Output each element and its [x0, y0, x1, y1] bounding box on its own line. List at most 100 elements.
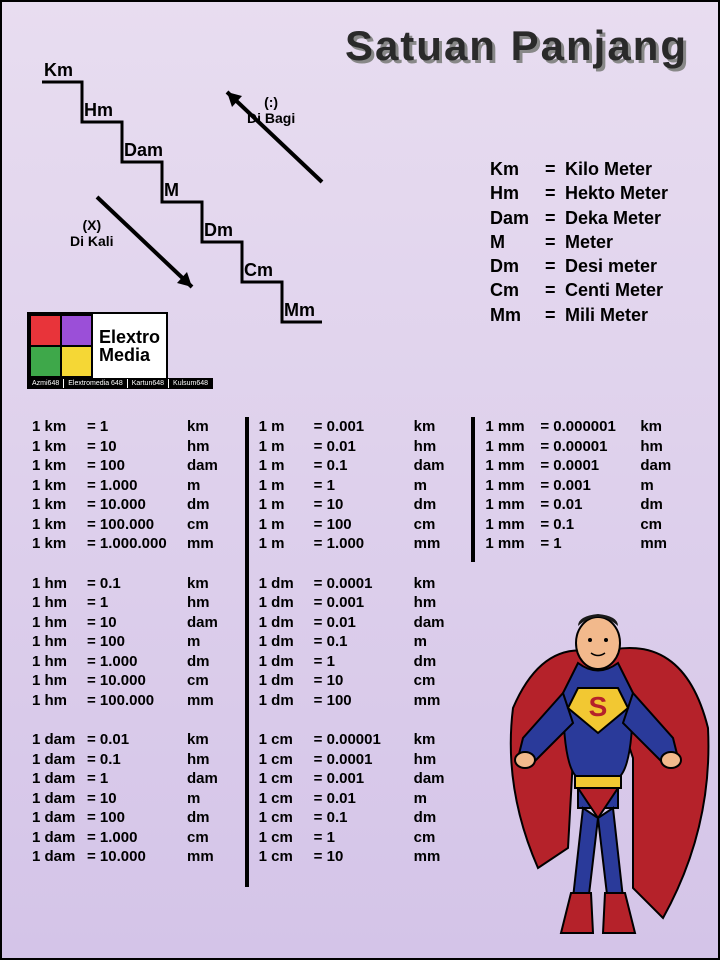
- to-unit: dm: [414, 808, 454, 828]
- conversion-row: 1 dm= 0.01dam: [259, 613, 462, 633]
- to-unit: m: [187, 632, 227, 652]
- conversion-row: 1 m= 1m: [259, 476, 462, 496]
- from-unit: 1 dm: [259, 574, 314, 594]
- from-unit: 1 km: [32, 456, 87, 476]
- conversion-row: 1 km= 100.000cm: [32, 515, 235, 535]
- conversion-row: 1 cm= 0.0001hm: [259, 750, 462, 770]
- equals-sign: =: [545, 206, 565, 230]
- arrow-up-symbol: (:): [247, 94, 295, 110]
- conversion-row: 1 cm= 10mm: [259, 847, 462, 867]
- to-unit: m: [414, 789, 454, 809]
- page-title: Satuan Panjang: [345, 22, 688, 70]
- conversion-value: = 0.0001: [314, 750, 414, 770]
- conversion-row: 1 m= 0.001km: [259, 417, 462, 437]
- from-unit: 1 hm: [32, 593, 87, 613]
- from-unit: 1 hm: [32, 632, 87, 652]
- credit-item: Elextromedia 648: [64, 379, 127, 388]
- conversion-row: 1 m= 0.01hm: [259, 437, 462, 457]
- to-unit: km: [414, 574, 454, 594]
- conversion-row: 1 m= 1.000mm: [259, 534, 462, 554]
- to-unit: cm: [187, 515, 227, 535]
- from-unit: 1 cm: [259, 828, 314, 848]
- to-unit: dm: [187, 495, 227, 515]
- to-unit: m: [414, 476, 454, 496]
- conversion-value: = 10: [314, 847, 414, 867]
- from-unit: 1 mm: [485, 495, 540, 515]
- conversion-value: = 0.00001: [540, 437, 640, 457]
- conversion-row: 1 hm= 1.000dm: [32, 652, 235, 672]
- conversion-row: 1 m= 10dm: [259, 495, 462, 515]
- to-unit: km: [414, 417, 454, 437]
- from-unit: 1 m: [259, 495, 314, 515]
- from-unit: 1 dm: [259, 593, 314, 613]
- conversion-block: 1 dm= 0.0001km1 dm= 0.001hm1 dm= 0.01dam…: [259, 574, 462, 711]
- brand-credits: Azmi648Elextromedia 648Kartun648Kulsum64…: [27, 378, 213, 389]
- conversion-row: 1 dam= 1dam: [32, 769, 235, 789]
- conversion-row: 1 dam= 10.000mm: [32, 847, 235, 867]
- conversion-row: 1 hm= 0.1km: [32, 574, 235, 594]
- conversion-row: 1 km= 1.000m: [32, 476, 235, 496]
- conversion-row: 1 dam= 100dm: [32, 808, 235, 828]
- legend-abbr: Cm: [490, 278, 545, 302]
- conversion-row: 1 hm= 100.000mm: [32, 691, 235, 711]
- from-unit: 1 km: [32, 534, 87, 554]
- from-unit: 1 km: [32, 437, 87, 457]
- from-unit: 1 hm: [32, 691, 87, 711]
- to-unit: m: [187, 476, 227, 496]
- conversion-row: 1 cm= 0.1dm: [259, 808, 462, 828]
- to-unit: dam: [414, 456, 454, 476]
- equals-sign: =: [545, 181, 565, 205]
- conversion-value: = 1.000: [87, 828, 187, 848]
- equals-sign: =: [545, 303, 565, 327]
- from-unit: 1 cm: [259, 789, 314, 809]
- logo-cell: [62, 316, 91, 345]
- conversion-row: 1 mm= 0.00001hm: [485, 437, 688, 457]
- to-unit: hm: [187, 437, 227, 457]
- conversion-value: = 100.000: [87, 515, 187, 535]
- to-unit: dam: [414, 613, 454, 633]
- conversion-value: = 100.000: [87, 691, 187, 711]
- conversion-value: = 0.000001: [540, 417, 640, 437]
- conversion-row: 1 dm= 1dm: [259, 652, 462, 672]
- to-unit: mm: [414, 691, 454, 711]
- from-unit: 1 m: [259, 437, 314, 457]
- conversion-value: = 1.000: [87, 652, 187, 672]
- to-unit: cm: [187, 828, 227, 848]
- to-unit: hm: [414, 750, 454, 770]
- to-unit: cm: [187, 671, 227, 691]
- to-unit: dm: [187, 652, 227, 672]
- conversion-value: = 1.000: [314, 534, 414, 554]
- legend-abbr: Dam: [490, 206, 545, 230]
- conversion-row: 1 dam= 0.1hm: [32, 750, 235, 770]
- conversion-row: 1 cm= 1cm: [259, 828, 462, 848]
- conversion-value: = 0.01: [314, 789, 414, 809]
- conversion-row: 1 km= 1.000.000mm: [32, 534, 235, 554]
- credit-item: Kulsum648: [169, 379, 212, 388]
- conversion-value: = 0.1: [87, 750, 187, 770]
- to-unit: dm: [187, 808, 227, 828]
- to-unit: hm: [187, 593, 227, 613]
- equals-sign: =: [545, 230, 565, 254]
- legend-row: Hm= Hekto Meter: [490, 181, 668, 205]
- from-unit: 1 km: [32, 495, 87, 515]
- conversion-block: 1 dam= 0.01km1 dam= 0.1hm1 dam= 1dam1 da…: [32, 730, 235, 867]
- conversion-block: 1 mm= 0.000001km1 mm= 0.00001hm1 mm= 0.0…: [485, 417, 688, 554]
- legend-abbr: Km: [490, 157, 545, 181]
- svg-text:S: S: [589, 691, 608, 722]
- legend-name: Deka Meter: [565, 206, 661, 230]
- to-unit: dm: [640, 495, 680, 515]
- step-label: Hm: [84, 100, 113, 121]
- conversion-value: = 100: [87, 632, 187, 652]
- arrow-down-label: (X) Di Kali: [70, 217, 114, 249]
- to-unit: m: [187, 789, 227, 809]
- to-unit: mm: [187, 691, 227, 711]
- to-unit: hm: [187, 750, 227, 770]
- brand-logo: Elextro Media: [27, 312, 168, 380]
- legend-abbr: Dm: [490, 254, 545, 278]
- to-unit: km: [414, 730, 454, 750]
- conversion-value: = 1: [87, 593, 187, 613]
- from-unit: 1 hm: [32, 574, 87, 594]
- legend-abbr: Mm: [490, 303, 545, 327]
- conversion-value: = 1: [540, 534, 640, 554]
- conversion-value: = 0.001: [540, 476, 640, 496]
